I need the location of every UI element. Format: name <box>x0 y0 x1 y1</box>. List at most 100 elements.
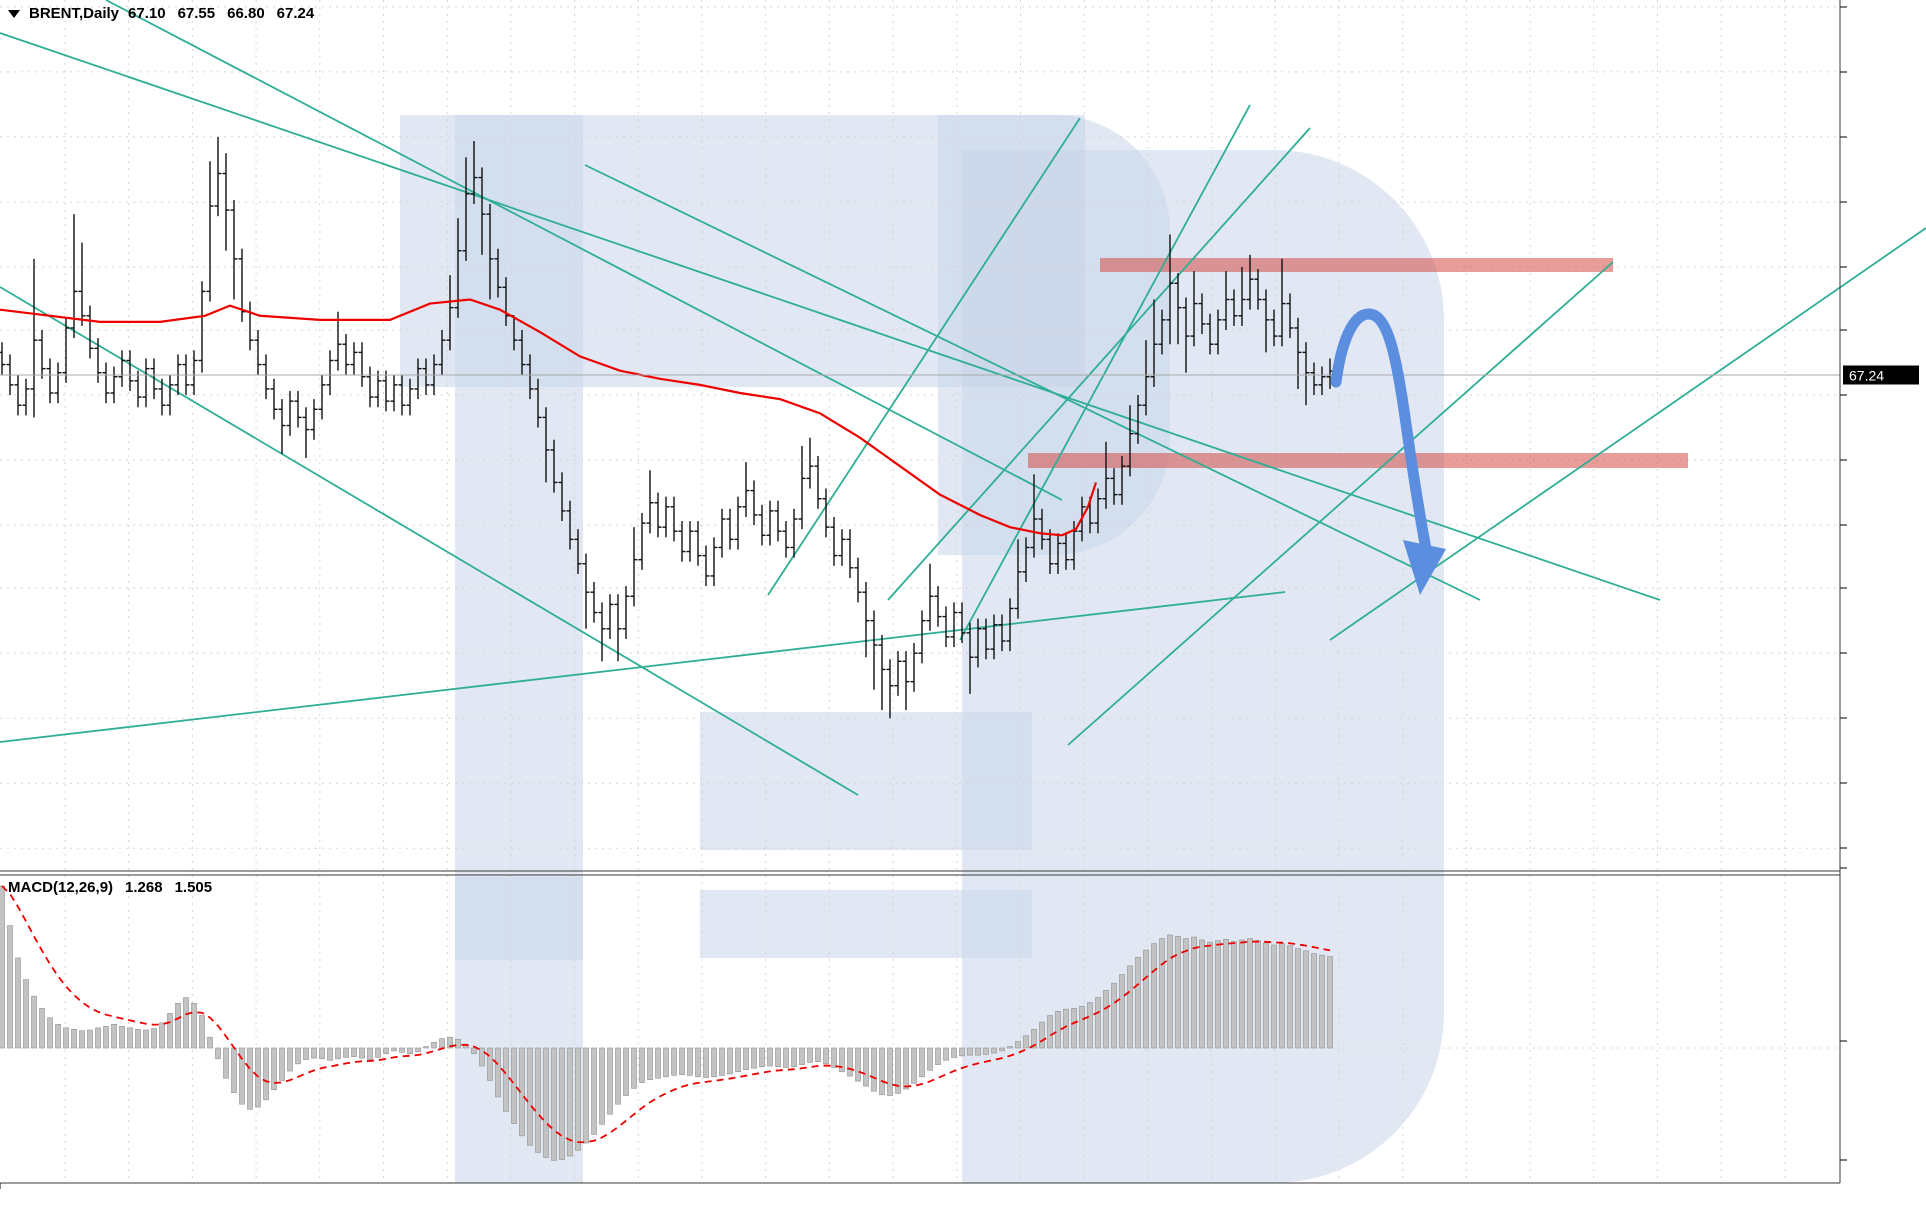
macd-bar <box>599 1047 605 1125</box>
macd-bar <box>1023 1035 1029 1049</box>
macd-bar <box>1143 949 1149 1049</box>
macd-indicator-label: MACD(12,26,9) <box>8 879 114 896</box>
macd-bar <box>95 1027 101 1049</box>
macd-bar <box>423 1046 429 1049</box>
macd-bar <box>1191 936 1197 1049</box>
macd-bar <box>1095 997 1101 1049</box>
macd-bar <box>1079 1005 1085 1049</box>
macd-bar <box>359 1047 365 1059</box>
macd-bar <box>295 1047 301 1065</box>
macd-bar <box>1223 938 1229 1049</box>
macd-bar <box>823 1047 829 1065</box>
macd-bar <box>559 1047 565 1160</box>
macd-bar <box>767 1047 773 1067</box>
macd-bar <box>615 1047 621 1105</box>
price-axis[interactable]: 76.2074.6073.0071.4069.8068.2566.6565.05… <box>1841 0 1926 1183</box>
macd-bar <box>839 1047 845 1073</box>
support-zone-65.1 <box>1028 453 1688 468</box>
macd-bar <box>1015 1041 1021 1049</box>
macd-bar <box>903 1047 909 1090</box>
macd-bar <box>1159 938 1165 1049</box>
symbol-period-label: BRENT,Daily <box>29 5 120 22</box>
projection-arrow[interactable] <box>1330 308 1446 595</box>
macd-bar <box>919 1047 925 1078</box>
macd-bar <box>15 957 21 1049</box>
macd-bar <box>263 1047 269 1101</box>
macd-bar <box>567 1047 573 1157</box>
macd-bar <box>327 1047 333 1061</box>
trendline <box>0 286 859 796</box>
macd-bar <box>31 995 37 1049</box>
macd-bar <box>111 1023 117 1049</box>
macd-bar <box>679 1047 685 1075</box>
macd-bar <box>215 1047 221 1060</box>
symbol-dropdown-icon[interactable] <box>8 9 20 18</box>
macd-bar <box>287 1047 293 1072</box>
macd-main-value: 1.268 <box>125 879 163 896</box>
macd-bar <box>183 997 189 1049</box>
macd-bar <box>151 1028 157 1049</box>
macd-bar <box>847 1047 853 1077</box>
macd-bar <box>319 1047 325 1060</box>
macd-bar <box>703 1047 709 1078</box>
macd-bar <box>1071 1008 1077 1049</box>
macd-bar <box>135 1028 141 1049</box>
trendline <box>0 32 1661 601</box>
ohlc-readout: 67.10 67.55 66.80 67.24 <box>128 5 314 22</box>
pane-frames <box>0 0 1847 1189</box>
macd-bar <box>239 1047 245 1105</box>
macd-bar <box>127 1027 133 1049</box>
macd-bar <box>607 1047 613 1115</box>
macd-bar <box>967 1047 973 1056</box>
macd-bar <box>1319 954 1325 1049</box>
macd-bar <box>487 1047 493 1081</box>
trendlines[interactable] <box>0 0 1926 796</box>
macd-bar <box>383 1047 389 1055</box>
macd-bar <box>735 1047 741 1073</box>
macd-bar <box>47 1017 53 1049</box>
macd-bar <box>783 1047 789 1068</box>
macd-bar <box>375 1047 381 1058</box>
macd-bar <box>175 1003 181 1049</box>
macd-bar <box>751 1047 757 1069</box>
trendline <box>767 117 1081 596</box>
macd-bar <box>159 1022 165 1049</box>
current-price-badge: 67.24 <box>1843 365 1919 385</box>
macd-bar <box>631 1047 637 1089</box>
macd-bar <box>1111 982 1117 1049</box>
macd-bar <box>1183 938 1189 1049</box>
macd-histogram <box>0 885 1333 1161</box>
macd-bar <box>303 1047 309 1060</box>
macd-bar <box>471 1047 477 1055</box>
macd-bar <box>1263 942 1269 1049</box>
watermark-shape <box>700 890 1032 958</box>
macd-bar <box>1303 950 1309 1049</box>
macd-bar <box>1087 1002 1093 1049</box>
macd-bar <box>1135 956 1141 1049</box>
macd-bar <box>791 1047 797 1068</box>
macd-bar <box>79 1030 85 1049</box>
resistance-zone-69.8 <box>1100 258 1613 272</box>
macd-bar <box>647 1047 653 1080</box>
macd-bar <box>1311 953 1317 1049</box>
macd-bar <box>479 1047 485 1067</box>
macd-bar <box>167 1013 173 1049</box>
supply-demand-zones[interactable] <box>1028 258 1688 468</box>
macd-bar <box>279 1047 285 1081</box>
macd-bar <box>191 1003 197 1049</box>
macd-bar <box>887 1047 893 1096</box>
macd-bar <box>527 1047 533 1146</box>
macd-bar <box>583 1047 589 1144</box>
macd-header: MACD(12,26,9) 1.268 1.505 <box>8 879 212 896</box>
macd-signal-line <box>1 885 1331 1144</box>
macd-bar <box>687 1047 693 1076</box>
macd-bar <box>575 1047 581 1151</box>
arrow-head <box>1403 540 1446 595</box>
macd-bar <box>1063 1008 1069 1049</box>
macd-bar <box>495 1047 501 1098</box>
time-axis[interactable]: 24 Jun 202516 Jul 20257 Aug 202529 Aug 2… <box>0 1184 1840 1212</box>
macd-bar <box>543 1047 549 1158</box>
macd-bar <box>991 1047 997 1054</box>
macd-bar <box>1167 934 1173 1049</box>
